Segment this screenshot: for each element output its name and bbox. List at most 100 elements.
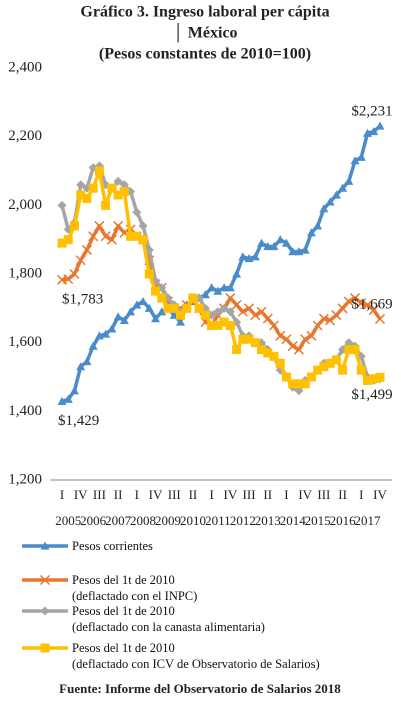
marker <box>313 365 323 375</box>
marker <box>75 255 86 266</box>
marker <box>331 190 341 199</box>
marker <box>350 156 360 165</box>
year-label: 2011 <box>205 513 231 528</box>
chart-subtitle: (Pesos constantes de 2010=100) <box>99 46 311 63</box>
marker <box>363 375 373 385</box>
marker <box>313 221 323 230</box>
marker <box>350 345 360 355</box>
y-tick-label: 2,200 <box>8 128 42 144</box>
marker <box>275 358 285 368</box>
y-tick-label: 1,400 <box>8 403 42 419</box>
marker <box>250 338 260 348</box>
marker <box>269 242 279 251</box>
marker <box>144 269 154 279</box>
x-tick-label: IV <box>298 487 312 502</box>
marker <box>200 290 210 299</box>
series <box>57 166 385 389</box>
marker <box>113 190 123 200</box>
marker <box>119 315 129 324</box>
marker <box>300 334 311 345</box>
marker <box>325 197 335 206</box>
marker <box>237 306 248 317</box>
marker <box>225 307 235 317</box>
marker <box>374 313 386 325</box>
x-tick-label: II <box>338 487 347 502</box>
marker <box>100 231 111 242</box>
marker <box>138 235 148 245</box>
data-label: $1,669 <box>351 296 392 312</box>
data-label: $1,499 <box>351 387 392 403</box>
year-label: 2009 <box>155 513 181 528</box>
marker <box>344 338 354 348</box>
marker <box>350 293 361 304</box>
marker <box>119 180 129 190</box>
marker <box>225 283 235 292</box>
marker <box>275 235 285 244</box>
marker <box>213 321 223 330</box>
marker <box>57 396 67 405</box>
marker <box>362 299 373 310</box>
marker <box>207 321 217 330</box>
marker <box>325 315 336 326</box>
marker <box>344 176 354 185</box>
marker <box>157 293 167 303</box>
year-label: 2012 <box>230 513 256 528</box>
marker <box>76 180 86 190</box>
legend-label: Pesos del 1t de 2010 (deflactado con la … <box>72 604 265 634</box>
marker <box>300 245 310 254</box>
marker <box>132 231 142 241</box>
x-tick-label: IV <box>373 487 387 502</box>
x-tick-label: III <box>168 487 181 502</box>
marker <box>356 298 367 309</box>
marker <box>94 166 104 176</box>
marker <box>263 242 273 251</box>
marker <box>294 379 304 389</box>
x-tick-label: I <box>284 487 288 502</box>
x-tick-label: IV <box>74 487 88 502</box>
marker <box>76 190 86 200</box>
marker <box>219 303 229 313</box>
marker <box>101 200 111 210</box>
marker <box>200 310 210 320</box>
marker <box>338 183 348 192</box>
marker <box>250 310 261 321</box>
marker <box>287 341 298 352</box>
marker <box>268 320 280 331</box>
year-label: 2007 <box>105 513 132 528</box>
x-tick-label: IV <box>223 487 237 502</box>
marker <box>213 286 223 295</box>
data-label: $1,429 <box>58 413 99 429</box>
marker <box>368 305 379 316</box>
chart-subtitle: │ México <box>172 23 237 43</box>
marker <box>69 386 79 395</box>
legend-label: Pesos del 1t de 2010 (deflactado con el … <box>72 573 198 603</box>
x-tick-label: I <box>135 487 139 502</box>
marker <box>213 307 223 317</box>
marker <box>63 274 74 285</box>
y-tick-label: 2,400 <box>8 59 42 75</box>
year-label: 2017 <box>355 513 382 528</box>
marker <box>151 314 161 323</box>
marker <box>319 204 329 213</box>
marker <box>63 235 73 245</box>
x-tick-label: I <box>60 487 64 502</box>
marker <box>40 606 50 616</box>
year-label: 2008 <box>130 513 156 528</box>
marker <box>294 386 304 396</box>
marker <box>194 303 204 313</box>
marker <box>69 268 80 280</box>
marker <box>88 183 98 193</box>
marker <box>40 643 50 653</box>
x-tick-label: IV <box>149 487 163 502</box>
marker <box>126 307 136 316</box>
source: Fuente: Informe del Observatorio de Sala… <box>59 681 341 696</box>
marker <box>257 238 267 247</box>
year-label: 2010 <box>180 513 206 528</box>
marker <box>175 310 185 320</box>
marker <box>107 324 117 333</box>
marker <box>300 379 310 389</box>
marker <box>138 221 148 231</box>
marker <box>356 152 366 161</box>
marker <box>138 296 148 306</box>
marker <box>119 187 129 197</box>
